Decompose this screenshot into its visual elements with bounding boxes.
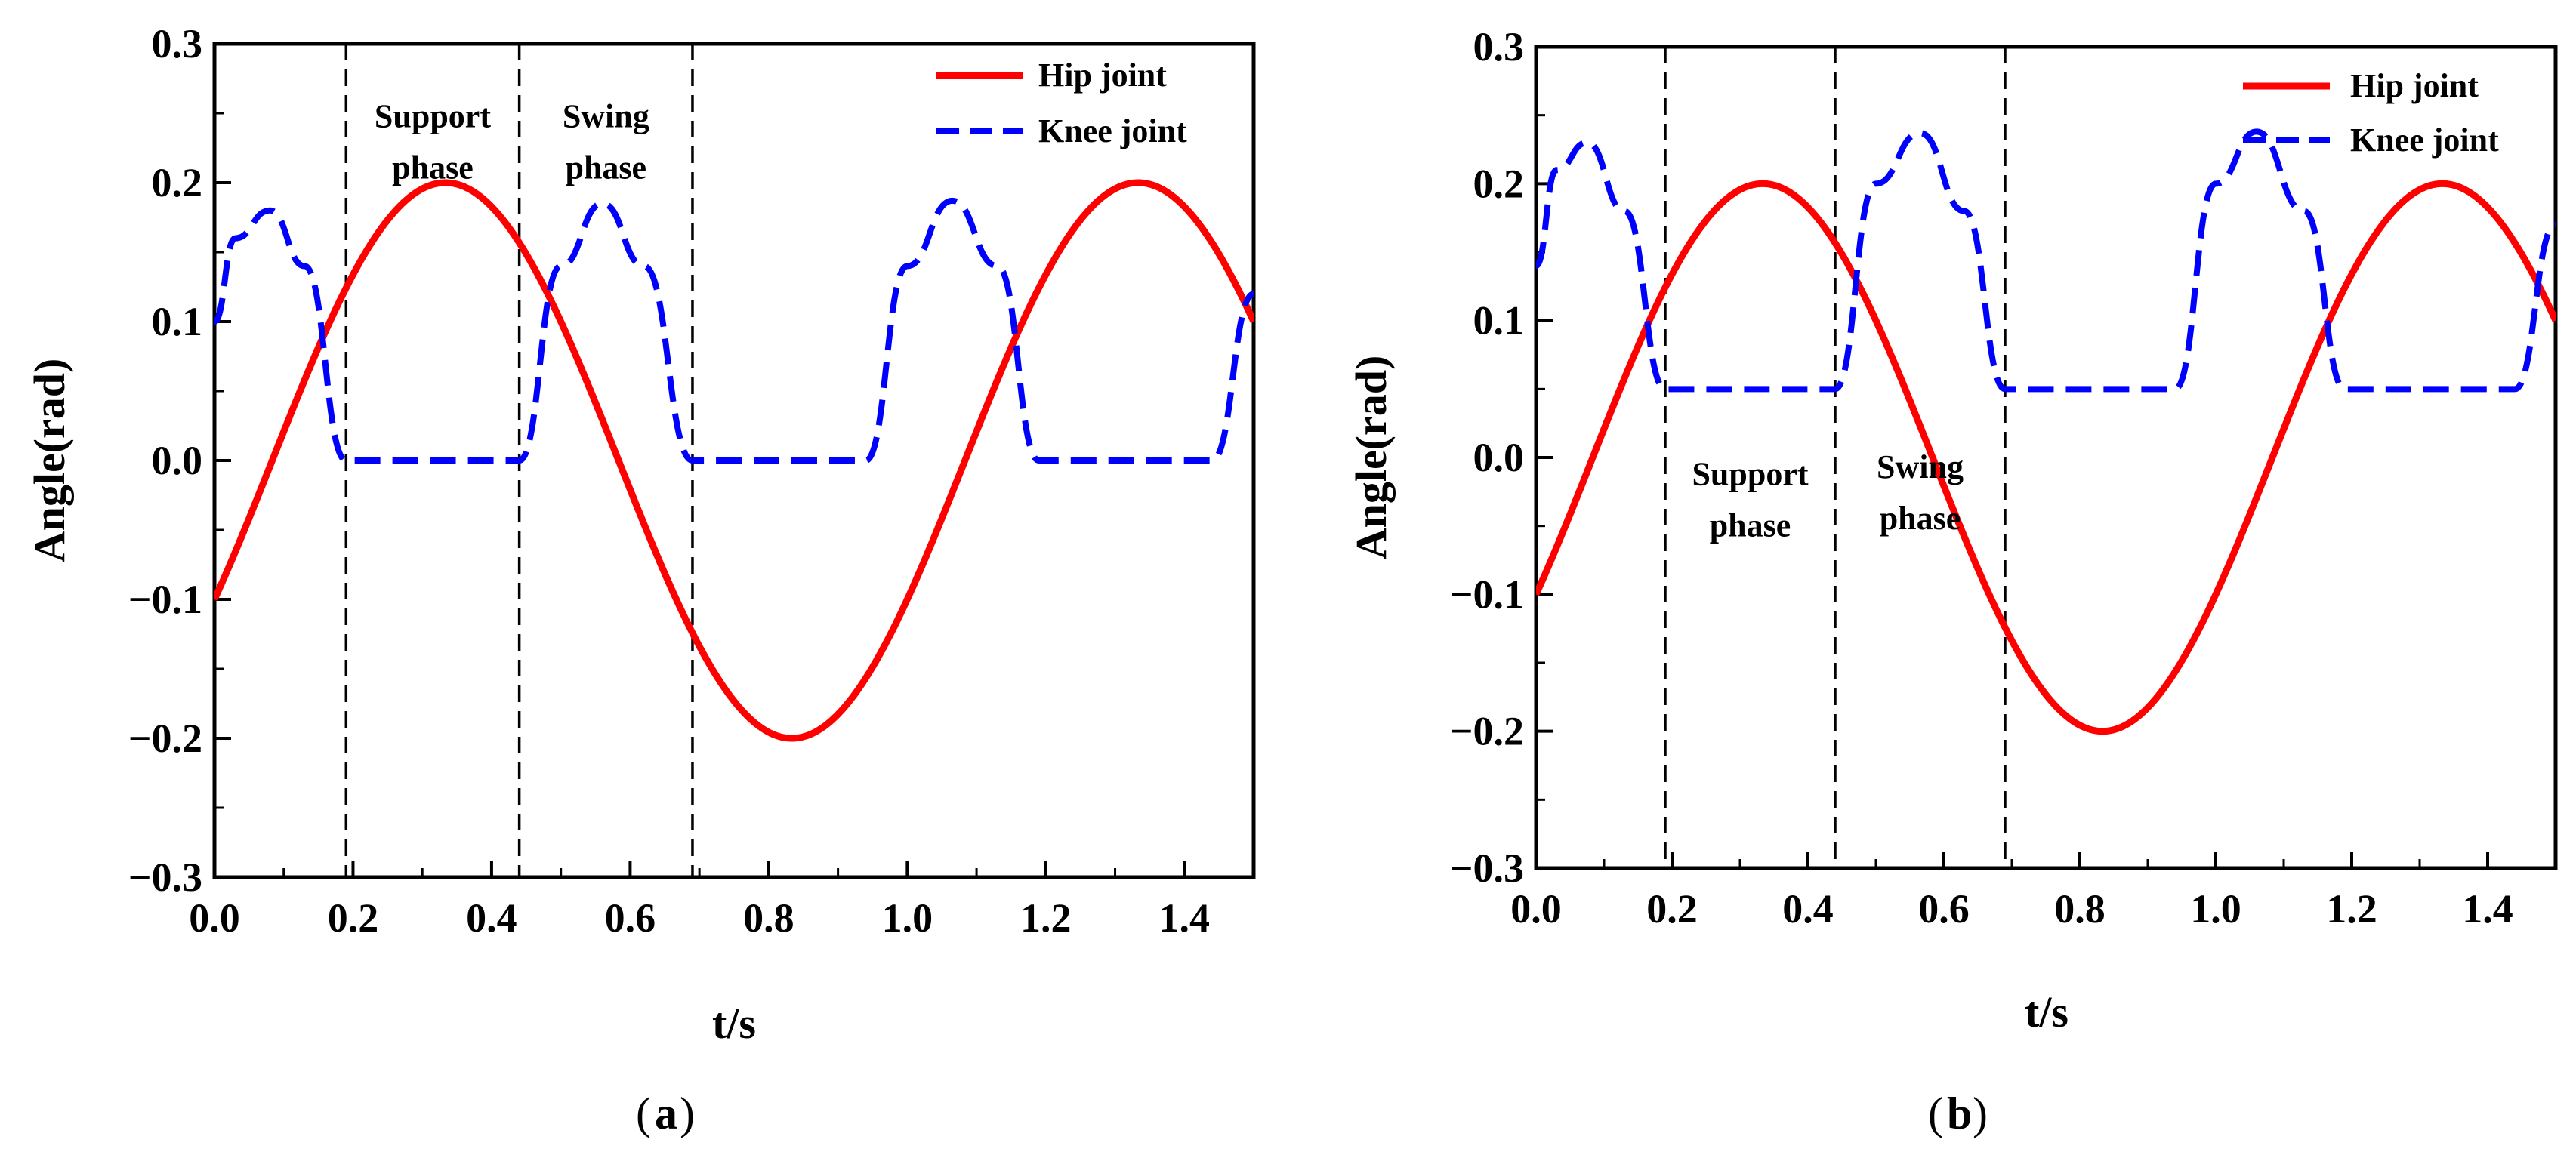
series-line-hip-joint — [1536, 180, 2556, 735]
y-tick-label: 0.3 — [152, 21, 203, 66]
x-tick-label: 0.6 — [1918, 886, 1970, 932]
x-tick-label: 1.4 — [2462, 886, 2513, 932]
caption-letter: b — [1947, 1089, 1972, 1138]
legend: Hip joint Knee joint — [936, 57, 1187, 149]
caption-open-paren: ( — [1928, 1089, 1943, 1138]
legend-label-knee: Knee joint — [1038, 112, 1187, 149]
y-tick-label: −0.1 — [1450, 571, 1524, 617]
y-tick-label: 0.1 — [152, 299, 203, 344]
phase-annotation: Swing phase — [563, 97, 649, 186]
y-tick-label: 0.3 — [1473, 24, 1525, 69]
annotations: Support phase Swing phase — [1692, 448, 1964, 544]
x-tick-label: 0.0 — [1510, 886, 1562, 932]
phase-annotation: Support phase — [1692, 455, 1808, 544]
caption-close-paren: ) — [1973, 1089, 1988, 1138]
x-tick-label: 0.4 — [466, 895, 517, 941]
y-tick-label: 0.1 — [1473, 298, 1525, 343]
x-tick-label: 0.8 — [2054, 886, 2106, 932]
plot-frame — [1534, 45, 2558, 870]
y-axis-label: Angle(rad) — [1347, 356, 1396, 560]
x-tick-label: 0.4 — [1782, 886, 1834, 932]
x-ticks: 0.0 0.2 0.4 0.6 0.8 1.0 1.2 1.4 — [189, 861, 1210, 941]
y-tick-label: 0.2 — [152, 160, 203, 205]
legend-label-hip: Hip joint — [1038, 57, 1167, 94]
caption-close-paren: ) — [680, 1089, 695, 1138]
y-tick-label: −0.2 — [128, 716, 202, 761]
x-tick-label: 1.0 — [2190, 886, 2241, 932]
x-tick-label: 1.4 — [1159, 895, 1211, 941]
y-ticks: 0.3 0.2 0.1 0.0 −0.1 −0.2 −0.3 — [1450, 24, 1553, 891]
phase-annotation: Swing phase — [1877, 448, 1964, 537]
panel-b: 0.0 0.2 0.4 0.6 0.8 1.0 1.2 1.4 0.30.20.10.0−0.… — [1347, 24, 2558, 1138]
panel-a: 0.0 0.2 0.4 0.6 0.8 1.0 1.2 1.4 0.30.20.10.0−0.… — [25, 21, 1256, 1138]
y-tick-label: −0.3 — [1450, 845, 1524, 891]
caption-letter: a — [655, 1089, 677, 1138]
x-tick-label: 1.0 — [882, 895, 933, 941]
x-tick-label: 0.2 — [1646, 886, 1698, 932]
phase-annotation: Support phase — [375, 97, 491, 186]
x-tick-label: 0.2 — [328, 895, 379, 941]
x-tick-label: 1.2 — [1020, 895, 1072, 941]
series-group — [1536, 128, 2556, 735]
series-line-hip-joint — [214, 179, 1254, 742]
y-tick-label: −0.3 — [128, 855, 202, 900]
x-tick-label: 1.2 — [2326, 886, 2377, 932]
y-tick-label: 0.0 — [152, 438, 203, 483]
phase-lines — [1664, 47, 2007, 868]
series-line-knee-joint — [1536, 128, 2556, 393]
legend: Hip joint Knee joint — [2243, 67, 2499, 159]
y-ticks: 0.3 0.2 0.1 0.0 −0.1 −0.2 −0.3 — [128, 21, 231, 900]
y-tick-label: 0.0 — [1473, 435, 1525, 480]
x-axis-label: t/s — [712, 999, 756, 1048]
series-line-knee-joint — [214, 197, 1254, 464]
x-tick-label: 0.0 — [189, 895, 240, 941]
annotations: Support phase Swing phase — [375, 97, 649, 186]
y-tick-label: 0.2 — [1473, 161, 1525, 206]
x-tick-label: 0.8 — [743, 895, 794, 941]
x-tick-label: 0.6 — [605, 895, 656, 941]
series-group — [214, 179, 1254, 742]
caption-open-paren: ( — [636, 1089, 651, 1138]
legend-label-hip: Hip joint — [2350, 67, 2479, 104]
x-axis-label: t/s — [2025, 987, 2069, 1036]
y-tick-label: −0.1 — [128, 577, 202, 622]
x-ticks: 0.0 0.2 0.4 0.6 0.8 1.0 1.2 1.4 — [1510, 852, 2513, 932]
y-tick-label: −0.2 — [1450, 709, 1524, 754]
legend-label-knee: Knee joint — [2350, 122, 2499, 159]
y-axis-label: Angle(rad) — [25, 359, 74, 563]
